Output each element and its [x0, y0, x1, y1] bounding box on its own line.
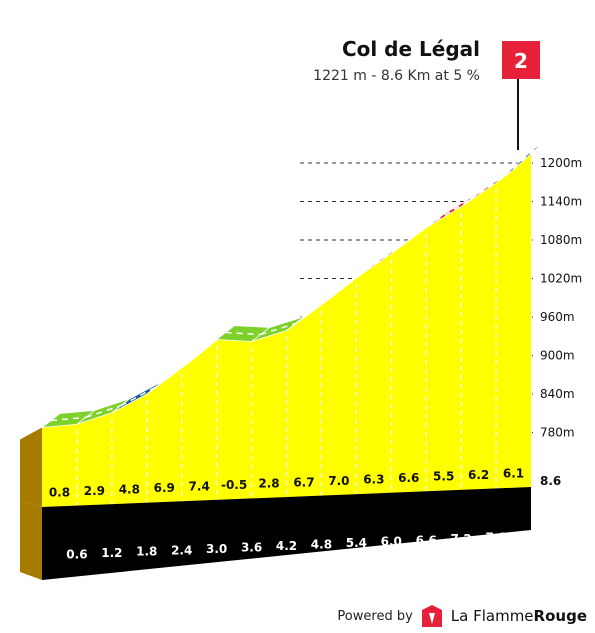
profile-side	[20, 427, 42, 507]
altitude-tick-label: 1020m	[540, 272, 582, 286]
road-centerline	[225, 331, 261, 336]
distance-base	[20, 427, 531, 580]
km-label: 7.2	[451, 532, 472, 546]
profile-fill	[42, 151, 531, 507]
km-labels: 0.6 1.2 1.8 2.4 3.0 3.6 4.2 4.8 5.4 6.0 6.6 7.2 7.8 8…	[66, 474, 561, 562]
km-label: 3.6	[241, 540, 262, 554]
brand-name-light: La Flamme	[450, 607, 534, 625]
footer: Powered by La FlammeRouge	[337, 601, 587, 631]
road-centerline	[434, 199, 471, 222]
gradient-label: 7.0	[328, 474, 349, 488]
km-label: 4.2	[276, 539, 297, 553]
gradient-label: 6.3	[363, 472, 384, 486]
brand-name: La FlammeRouge	[451, 607, 587, 625]
km-label: 4.8	[311, 538, 332, 552]
climb-subtitle: 1221 m - 8.6 Km at 5 %	[313, 68, 480, 84]
km-label: 2.4	[171, 543, 192, 557]
base-side	[20, 501, 42, 580]
gradient-label: -0.5	[221, 478, 247, 492]
climb-title: Col de Légal	[342, 37, 480, 61]
km-label: 6.0	[381, 535, 402, 549]
category-flag: 2	[502, 41, 540, 150]
flag-banner	[502, 41, 540, 79]
gradient-label: 2.8	[258, 477, 279, 491]
altitude-tick-label: 1080m	[540, 233, 582, 247]
altitude-tick-label: 1200m	[540, 156, 582, 170]
km-label: 6.6	[416, 533, 437, 547]
altitude-tick-label: 960m	[540, 310, 575, 324]
powered-by-text: Powered by	[337, 608, 413, 624]
altitude-tick-label: 900m	[540, 349, 575, 363]
km-label: 3.0	[206, 542, 227, 556]
gradient-label: 6.2	[468, 468, 489, 482]
gradient-bands	[40, 137, 550, 429]
gradient-labels: 0.8 2.9 4.8 6.9 7.4 -0.5 2.8 6.7 7.0 6.3 6.6 5.5 6.2…	[49, 467, 524, 500]
gradient-label: 6.9	[154, 481, 175, 495]
gradient-label: 4.8	[119, 482, 140, 496]
gradient-label: 6.6	[398, 471, 419, 485]
gradient-label: 0.8	[49, 485, 70, 499]
flame-logo-icon	[421, 605, 442, 627]
profile-area	[42, 151, 531, 507]
altitude-ticks: 780m 840m 900m 960m 1020m 1080m 1140m 1200m	[540, 156, 582, 440]
segment-dividers	[76, 188, 497, 506]
km-label: 5.4	[346, 536, 367, 550]
gradient-label: 2.9	[84, 484, 105, 498]
km-label: 7.8	[485, 530, 506, 544]
road-centerline	[50, 416, 86, 422]
road-centerline	[504, 143, 541, 177]
km-label: 1.2	[101, 546, 122, 560]
km-label: 1.8	[136, 545, 157, 559]
gradient-label: 5.5	[433, 470, 454, 484]
altitude-tick-label: 1140m	[540, 195, 582, 209]
km-label: 0.6	[66, 548, 87, 562]
altitude-tick-label: 840m	[540, 387, 575, 401]
flag-category-number: 2	[514, 49, 528, 73]
gradient-label: 6.7	[293, 475, 314, 489]
gradient-label: 6.1	[503, 467, 524, 481]
gradient-label: 7.4	[189, 480, 210, 494]
base-strip	[42, 487, 531, 580]
km-end-label: 8.6	[540, 474, 561, 488]
brand-name-bold: Rouge	[533, 607, 587, 625]
altitude-tick-label: 780m	[540, 426, 575, 440]
